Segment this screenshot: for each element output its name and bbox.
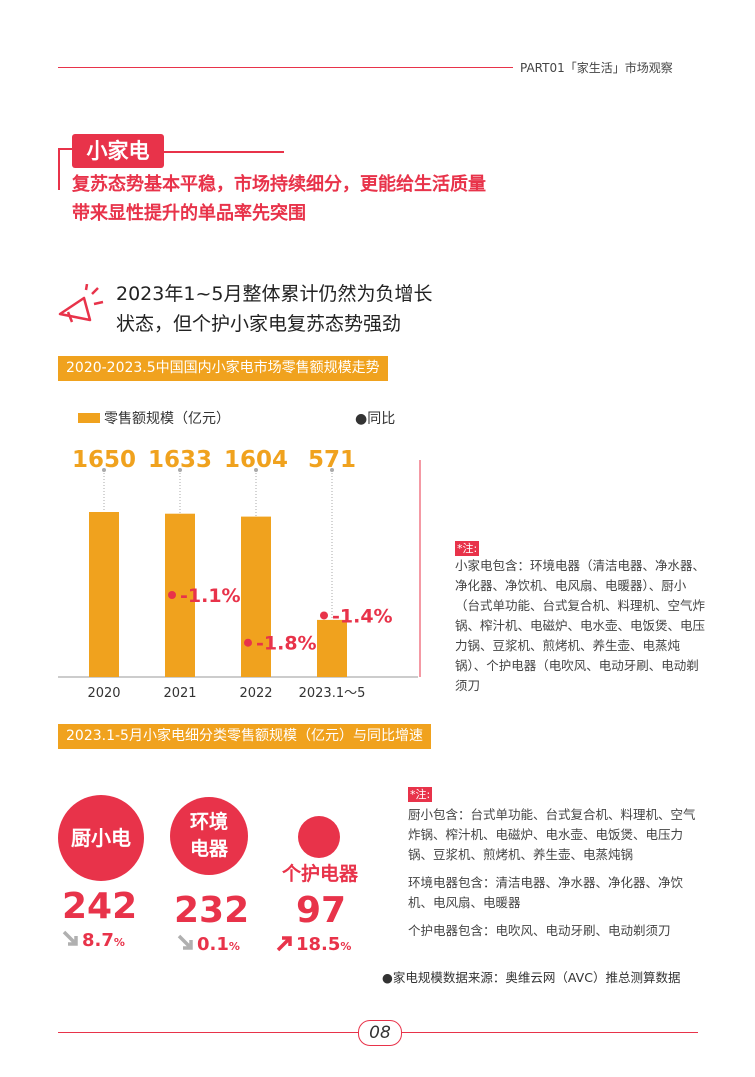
leader-dot-2023.1～5 [330, 468, 334, 472]
chart1-canvas: 1650 2020 1633 2021 -1.1% 1604 2022 -1.8% 571 202… [58, 447, 421, 701]
pct-environment: 0.1% [197, 934, 240, 955]
bar-2022 [241, 516, 271, 677]
environment-line-1: 环境 [189, 811, 228, 833]
note1-body: 小家电包含：环境电器（清洁电器、净水器、净化器、净饮机、电风扇、电暖器）、厨小（… [455, 558, 706, 693]
arrow-up-icon [276, 936, 292, 952]
section-tag: 小家电 [72, 134, 164, 168]
chart2-title-band: 2023.1-5月小家电细分类零售额规模（亿元）与同比增速 [58, 724, 431, 749]
legend-bar-swatch [78, 413, 100, 423]
category-circle-environment: 环境 电器 [170, 797, 248, 875]
value-kitchen: 242 [62, 886, 138, 927]
highlight-line-1: 2023年1~5月整体累计仍然为负增长 [116, 283, 433, 305]
yoy-point-2021 [168, 591, 176, 599]
highlight-text: 2023年1~5月整体累计仍然为负增长 状态，但个护小家电复苏态势强劲 [116, 279, 432, 339]
x-tick-2021: 2021 [163, 686, 196, 701]
pct-kitchen: 8.7% [82, 930, 125, 951]
subtitle-line-2: 带来显性提升的单品率先突围 [72, 203, 306, 224]
pct-environment-unit: % [228, 940, 240, 953]
page-number: 08 [358, 1020, 402, 1046]
tag-bracket [58, 148, 74, 190]
category-circle-kitchen: 厨小电 [58, 795, 144, 881]
bar-2023.1～5 [317, 619, 347, 677]
legend-bar-label: 零售额规模（亿元） [104, 411, 230, 427]
footer-rule-left [58, 1032, 358, 1033]
bar-label-2023.1～5: 571 [308, 447, 356, 473]
arrow-down-icon [177, 934, 193, 950]
header-rule [58, 67, 513, 68]
pct-personal-care-unit: % [340, 940, 352, 953]
x-tick-2020: 2020 [87, 686, 120, 701]
pct-personal-care: 18.5% [296, 934, 351, 955]
pct-kitchen-value: 8.7 [82, 930, 114, 951]
x-tick-2022: 2022 [239, 686, 272, 701]
note1: *注: 小家电包含：环境电器（清洁电器、净水器、净化器、净饮机、电风扇、电暖器）… [455, 537, 705, 696]
note2-personal-care: 个护电器包含：电吹风、电动牙刷、电动剃须刀 [408, 923, 671, 938]
note2-environment: 环境电器包含：清洁电器、净水器、净化器、净饮机、电风扇、电暖器 [408, 875, 684, 910]
legend-dot-label: ●同比 [355, 411, 396, 427]
note2: *注: 厨小包含：台式单功能、台式复合机、料理机、空气炸锅、榨汁机、电磁炉、电水… [408, 783, 703, 941]
value-personal-care: 97 [296, 890, 347, 931]
value-environment: 232 [174, 890, 250, 931]
bar-label-2021: 1633 [148, 447, 212, 473]
leader-dot-2020 [102, 468, 106, 472]
note2-kitchen: 厨小包含：台式单功能、台式复合机、料理机、空气炸锅、榨汁机、电磁炉、电水壶、电饭… [408, 807, 696, 862]
footer-rule-right [400, 1032, 698, 1033]
leader-dot-2021 [178, 468, 182, 472]
yoy-label-2021: -1.1% [180, 585, 241, 607]
x-tick-2023.1～5: 2023.1～5 [299, 686, 366, 701]
yoy-label-2023.1～5: -1.4% [332, 605, 393, 627]
header-section-title: PART01「家生活」市场观察 [520, 61, 673, 75]
arrow-down-icon [62, 930, 78, 946]
section-subtitle: 复苏态势基本平稳，市场持续细分，更能给生活质量 带来显性提升的单品率先突围 [72, 170, 486, 228]
yoy-label-2022: -1.8% [256, 633, 317, 655]
bar-label-2020: 1650 [72, 447, 136, 473]
note2-title: *注: [408, 787, 433, 802]
category-label-personal-care: 个护电器 [281, 863, 358, 885]
pct-kitchen-unit: % [113, 936, 125, 949]
subtitle-line-1: 复苏态势基本平稳，市场持续细分，更能给生活质量 [72, 174, 486, 195]
chart1-title-band: 2020-2023.5中国国内小家电市场零售额规模走势 [58, 356, 388, 381]
data-source: ●家电规模数据来源：奥维云网（AVC）推总测算数据 [382, 970, 681, 985]
yoy-point-2023.1～5 [320, 611, 328, 620]
category-circle-personal-care [298, 816, 340, 858]
bar-label-2022: 1604 [224, 447, 288, 473]
leader-dot-2022 [254, 468, 258, 472]
pct-personal-care-value: 18.5 [296, 934, 341, 955]
megaphone-icon [58, 284, 104, 323]
environment-line-2: 电器 [189, 838, 228, 860]
bar-2020 [89, 512, 119, 677]
tag-rule [164, 151, 284, 153]
highlight-line-2: 状态，但个护小家电复苏态势强劲 [116, 313, 402, 335]
note1-title: *注: [455, 541, 480, 556]
yoy-point-2022 [244, 638, 252, 647]
pct-environment-value: 0.1 [197, 934, 229, 955]
